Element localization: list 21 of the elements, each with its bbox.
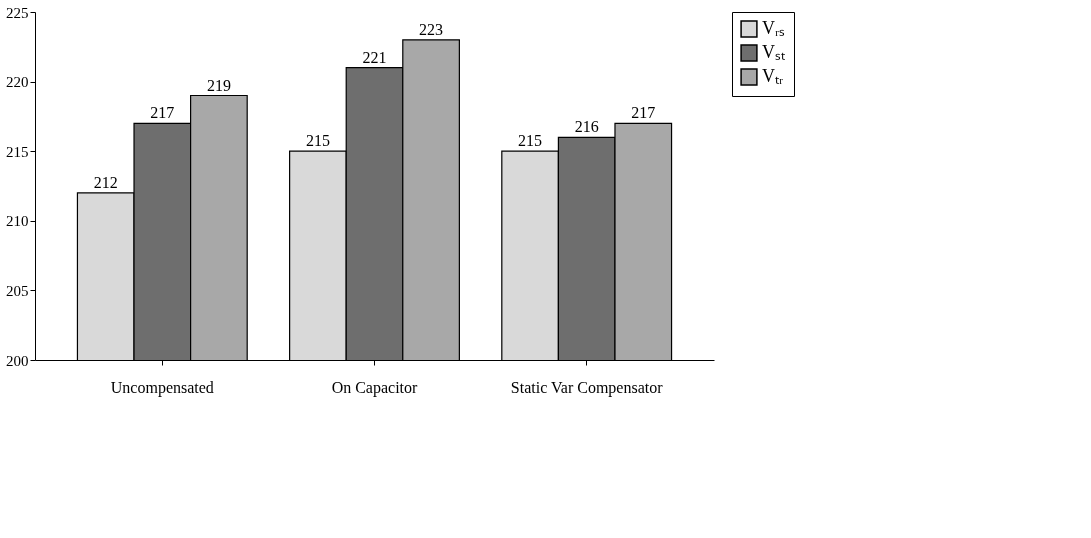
y-tick-label: 200 — [6, 352, 29, 369]
x-tick-label: Static Var Compensator — [510, 378, 664, 397]
data-label: 212 — [93, 173, 118, 191]
data-label: 217 — [631, 104, 656, 122]
y-tick-label: 220 — [6, 74, 29, 91]
data-label: 223 — [419, 20, 444, 38]
data-label: 215 — [518, 132, 543, 150]
data-label: 215 — [305, 132, 330, 150]
data-label: 216 — [574, 118, 599, 136]
data-label: 221 — [362, 48, 387, 66]
y-tick-label: 215 — [6, 143, 29, 160]
legend-label: Vₛₜ — [762, 42, 785, 62]
x-tick-label: Uncompensated — [110, 378, 214, 397]
y-tick-label: 225 — [6, 4, 29, 21]
data-label: 219 — [206, 76, 231, 94]
y-tick-label: 205 — [6, 282, 29, 299]
y-tick-label: 210 — [6, 213, 29, 230]
legend-label: Vₜᵣ — [762, 66, 784, 86]
data-label: 217 — [150, 104, 175, 122]
legend-label: Vᵣₛ — [762, 18, 786, 38]
x-tick-label: On Capacitor — [331, 378, 419, 397]
